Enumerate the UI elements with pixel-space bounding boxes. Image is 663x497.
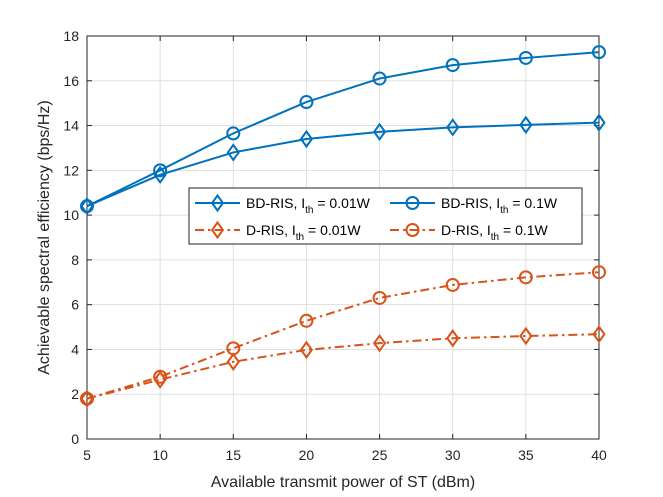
y-tick-label: 2 [71,386,79,402]
y-tick-label: 6 [71,297,79,313]
y-axis-label: Achievable spectral efficiency (bps/Hz) [36,100,53,375]
data-point-marker [299,313,314,328]
y-tick-label: 14 [63,118,79,134]
series-2 [80,45,606,214]
legend-entry-1: BD-RIS, Ith = 0.01W [195,193,371,216]
data-point-marker [299,340,314,360]
data-point-marker [518,50,533,65]
legend: BD-RIS, Ith = 0.01W BD-RIS, Ith = 0.1W D-R… [188,187,583,245]
data-point-marker [372,71,387,86]
y-tick-label: 0 [71,431,79,447]
x-tick-label: 40 [591,447,607,463]
series-4 [80,265,606,406]
legend-marker [210,193,225,213]
series-line [86,333,600,400]
x-tick-label: 5 [83,447,91,463]
data-point-marker [226,126,241,141]
axis-ticks: 5 10 15 20 25 30 35 40 0 2 4 6 8 10 12 14 16 18 [63,28,607,463]
data-point-marker [519,115,533,135]
x-tick-label: 15 [225,447,241,463]
y-tick-label: 18 [63,28,79,44]
legend-entry-4: D-RIS, Ith = 0.1W [390,222,549,243]
data-point-marker [226,143,240,162]
data-point-marker [446,118,460,137]
x-tick-label: 35 [518,447,534,463]
legend-marker [210,220,225,240]
y-tick-label: 16 [63,73,79,89]
x-tick-label: 10 [152,447,168,463]
y-tick-label: 10 [63,207,79,223]
data-point-marker [153,163,168,178]
legend-marker [405,223,420,237]
series-line [86,121,600,208]
x-tick-label: 25 [372,447,388,463]
y-tick-label: 12 [63,162,79,178]
data-point-marker [592,45,606,60]
data-point-marker [80,389,94,408]
legend-marker [405,196,420,210]
data-point-marker [592,325,606,344]
data-point-marker [592,113,606,132]
legend-label: BD-RIS, Ith = 0.01W [246,195,371,216]
x-axis-label: Available transmit power of ST (dBm) [211,474,475,491]
x-tick-label: 20 [299,447,315,463]
data-point-marker [299,95,314,110]
data-point-marker [518,270,533,285]
y-tick-label: 8 [71,252,79,268]
data-point-marker [153,369,168,384]
data-point-marker [80,199,94,214]
legend-label: D-RIS, Ith = 0.01W [246,222,361,243]
data-point-marker [445,277,460,292]
legend-label: BD-RIS, Ith = 0.1W [441,195,558,216]
x-tick-label: 30 [445,447,461,463]
data-point-marker [372,333,387,353]
data-point-marker [519,326,533,346]
legend-box [188,187,583,245]
data-point-marker [372,290,387,305]
data-point-marker [299,129,314,149]
data-series [80,45,606,408]
legend-entry-3: D-RIS, Ith = 0.01W [195,220,361,243]
plot-area-frame [86,35,600,440]
data-point-marker [446,329,460,348]
legend-entry-2: BD-RIS, Ith = 0.1W [390,195,558,216]
data-point-marker [226,341,241,356]
legend-label: D-RIS, Ith = 0.1W [441,222,549,243]
data-point-marker [226,352,240,371]
data-point-marker [80,391,94,406]
series-1 [80,113,606,216]
data-point-marker [445,58,460,73]
data-point-marker [592,265,606,280]
y-tick-label: 4 [71,341,79,357]
data-point-marker [372,122,387,142]
series-line [86,51,600,208]
